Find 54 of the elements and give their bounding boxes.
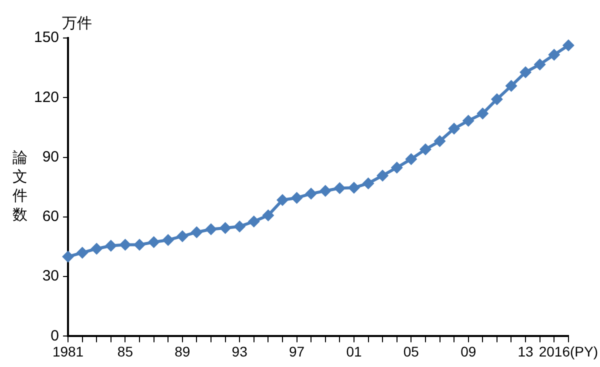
x-tick-label: 05	[403, 343, 420, 360]
point	[90, 242, 103, 255]
text: 万件	[62, 15, 92, 32]
point	[234, 220, 246, 232]
point	[348, 182, 360, 194]
y-tick-label: 30	[42, 268, 60, 285]
y-tick-label: 0	[50, 327, 60, 344]
point	[505, 80, 518, 92]
point	[462, 114, 474, 127]
point	[534, 58, 546, 70]
point	[290, 192, 303, 204]
point	[405, 153, 418, 166]
point	[62, 250, 74, 263]
point	[319, 184, 332, 197]
point	[248, 215, 260, 228]
point	[334, 182, 346, 194]
point	[76, 246, 88, 259]
point	[548, 48, 560, 61]
point	[562, 39, 574, 52]
point	[419, 143, 432, 156]
point	[476, 108, 489, 120]
point	[119, 238, 132, 251]
y-tick-label: 60	[42, 208, 60, 226]
x-tick-label: 13	[518, 343, 534, 360]
y-tick-label: 90	[42, 148, 60, 166]
y-axis-title: 論文件数	[12, 150, 28, 224]
point	[390, 162, 403, 174]
x-tick-label: 85	[117, 343, 134, 360]
y-tick-label: 120	[34, 88, 60, 106]
point	[134, 238, 146, 251]
point	[176, 230, 188, 242]
point	[448, 122, 460, 135]
point	[162, 234, 174, 246]
x-tick-label: 97	[288, 343, 305, 360]
point	[190, 226, 203, 238]
point	[434, 135, 446, 148]
point	[520, 66, 532, 78]
point	[362, 177, 374, 190]
point	[305, 188, 318, 200]
point	[205, 223, 217, 236]
point	[262, 209, 274, 222]
point	[490, 93, 503, 106]
point	[148, 236, 160, 248]
x-tick-label: 01	[346, 343, 362, 360]
x-tick-label: 93	[232, 343, 248, 360]
point	[276, 194, 288, 206]
point	[376, 170, 389, 182]
y-tick-label: 150	[34, 29, 60, 46]
x-tick-label: 2016(PY)	[538, 343, 598, 360]
x-tick-label: 89	[174, 343, 190, 360]
x-tick-label: 1981	[52, 343, 84, 360]
x-tick-label: 09	[460, 343, 476, 360]
point	[104, 240, 117, 252]
point	[219, 222, 232, 234]
